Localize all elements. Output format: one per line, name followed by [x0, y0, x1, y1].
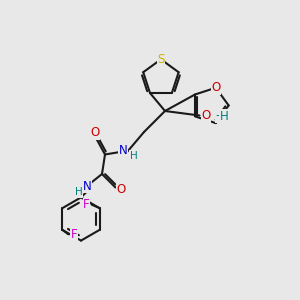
Text: H: H [75, 187, 83, 197]
Text: F: F [83, 198, 90, 211]
Text: H: H [130, 151, 137, 161]
Text: F: F [71, 228, 78, 241]
Text: O: O [202, 109, 211, 122]
Text: -: - [215, 109, 220, 122]
Text: O: O [116, 182, 125, 196]
Text: O: O [211, 81, 220, 94]
Text: O: O [90, 126, 99, 139]
Text: H: H [220, 110, 229, 123]
Text: N: N [118, 143, 127, 157]
Text: S: S [157, 53, 165, 66]
Text: N: N [82, 179, 91, 193]
